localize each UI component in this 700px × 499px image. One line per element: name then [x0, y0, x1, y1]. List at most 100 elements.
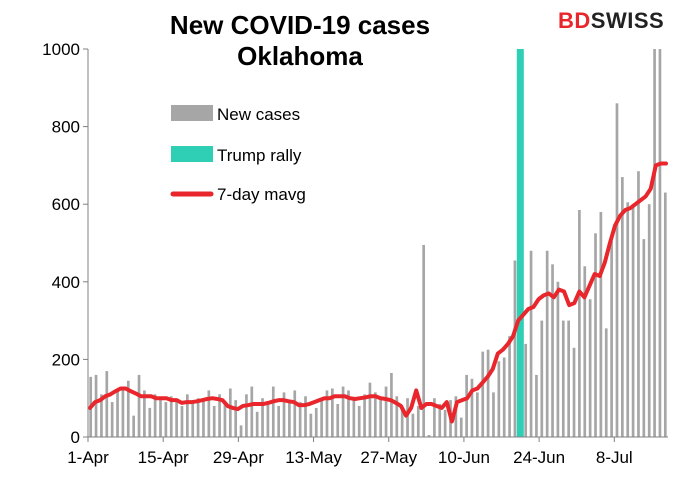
bar — [653, 49, 656, 437]
bar — [588, 299, 592, 437]
bar — [105, 371, 109, 437]
bar — [433, 398, 436, 437]
marker-layer — [516, 49, 524, 437]
trump-rally-marker — [516, 49, 524, 437]
bar — [470, 378, 474, 437]
bar — [331, 388, 334, 437]
x-tick-label: 27-May — [360, 448, 417, 467]
bar — [261, 398, 264, 437]
bar — [336, 404, 340, 437]
bar — [207, 390, 211, 437]
bar — [180, 405, 184, 437]
bar — [255, 411, 259, 437]
bar — [202, 400, 205, 437]
legend: New cases Trump rally 7-day mavg — [170, 105, 306, 204]
bar — [223, 404, 227, 437]
bar — [583, 266, 587, 437]
bar — [132, 415, 135, 437]
bar — [416, 405, 420, 437]
bar — [647, 204, 651, 437]
line-layer — [88, 161, 668, 424]
bar — [621, 177, 624, 438]
bar — [94, 374, 98, 437]
bar — [293, 390, 297, 437]
x-tick-label: 8-Jul — [596, 448, 633, 467]
bar — [153, 394, 157, 437]
bar — [288, 400, 291, 437]
x-tick-label: 10-Jun — [438, 448, 490, 467]
bar — [508, 336, 511, 437]
bar — [239, 425, 243, 437]
x-tick-label: 13-May — [285, 448, 342, 467]
bar — [556, 281, 560, 437]
legend-label-trump-rally: Trump rally — [217, 146, 302, 165]
bar — [524, 343, 528, 437]
y-tick-label: 800 — [52, 118, 80, 137]
legend-label-mavg: 7-day mavg — [217, 185, 306, 204]
logo-text-bd: BD — [558, 8, 591, 33]
bar — [357, 405, 361, 437]
bar — [304, 396, 307, 437]
bar — [159, 398, 162, 437]
bar — [572, 347, 576, 437]
bar — [454, 396, 458, 437]
bar — [245, 394, 248, 437]
bar — [137, 374, 141, 437]
bar — [148, 407, 152, 437]
bar — [298, 402, 302, 437]
y-tick-label: 600 — [52, 195, 80, 214]
bar — [250, 386, 254, 437]
bar — [212, 405, 216, 437]
bar — [599, 211, 603, 437]
bar — [314, 407, 318, 437]
bar — [535, 374, 538, 437]
bar — [481, 351, 485, 437]
bar — [529, 250, 533, 437]
bar — [228, 388, 232, 437]
y-tick-label: 200 — [52, 350, 80, 369]
bar — [459, 417, 463, 437]
bar — [642, 239, 646, 437]
axes-layer: 0 200 400 600 800 1000 1-Apr 15-Apr 29-Apr 13-May… — [42, 40, 668, 467]
bar — [610, 241, 613, 437]
bar — [663, 192, 667, 437]
bar — [116, 390, 119, 437]
legend-label-new-cases: New cases — [217, 105, 300, 124]
bar — [100, 394, 103, 437]
y-tick-label: 1000 — [42, 40, 80, 59]
bar — [578, 210, 581, 437]
chart-title: New COVID-19 cases Oklahoma — [0, 10, 600, 72]
bar — [277, 405, 280, 437]
bar — [465, 374, 468, 437]
moving-average-line — [88, 161, 668, 424]
bar — [175, 400, 178, 437]
chart-title-line1: New COVID-19 cases — [169, 10, 431, 40]
bar — [186, 394, 189, 437]
bar — [604, 328, 608, 437]
legend-swatch-trump-rally — [171, 146, 213, 162]
bar — [373, 392, 377, 437]
bar — [271, 386, 275, 437]
bar — [234, 400, 238, 437]
bar — [196, 398, 200, 437]
bar — [502, 357, 506, 437]
bar — [540, 320, 544, 437]
bar — [411, 413, 415, 437]
x-tick-label: 15-Apr — [138, 448, 189, 467]
bar — [438, 404, 442, 437]
bar — [368, 382, 372, 437]
bar — [492, 392, 495, 437]
bar — [352, 398, 356, 437]
bar — [164, 402, 168, 437]
bar — [143, 390, 146, 437]
bar — [551, 264, 554, 437]
bar — [486, 349, 490, 437]
bar — [395, 396, 399, 437]
bar — [309, 413, 313, 437]
bar — [476, 392, 479, 437]
y-tick-label: 400 — [52, 273, 80, 292]
x-tick-label: 24-Jun — [513, 448, 565, 467]
bar — [266, 404, 270, 437]
bar — [347, 390, 350, 437]
